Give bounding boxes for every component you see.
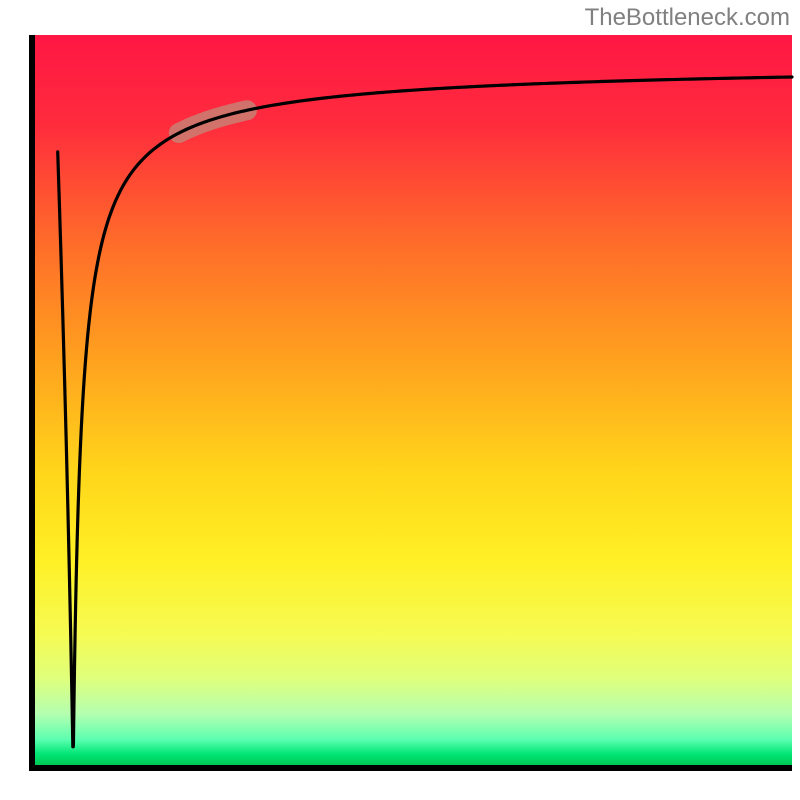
watermark-text: TheBottleneck.com [585,4,790,32]
chart-svg [0,0,800,800]
bottleneck-chart [0,0,800,800]
plot-background [35,35,792,765]
